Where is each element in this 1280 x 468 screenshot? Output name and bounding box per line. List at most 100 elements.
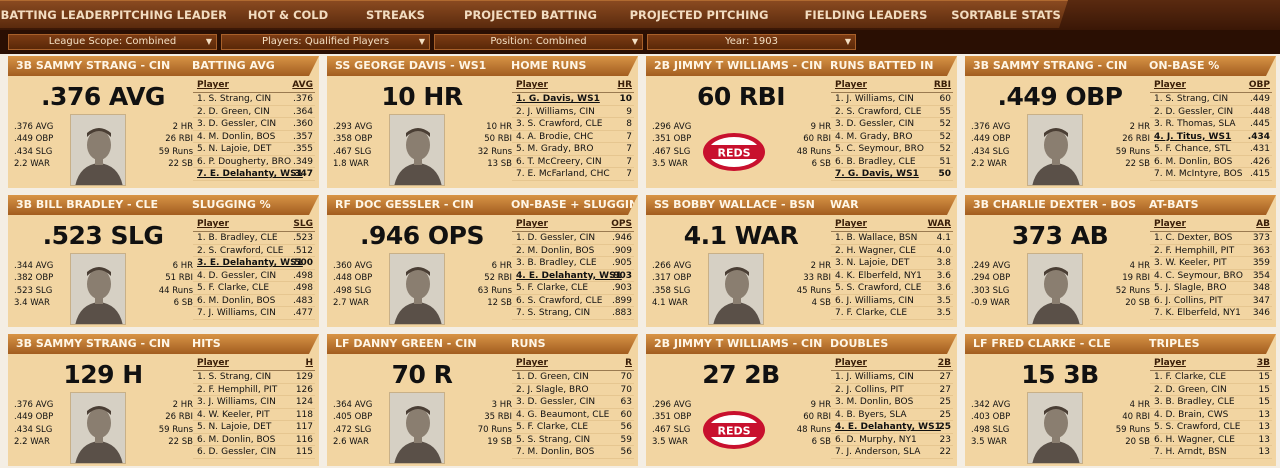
stat-column-header[interactable]: WAR — [927, 219, 951, 229]
table-row[interactable]: 2. D. Gessler, CIN .448 — [1150, 106, 1272, 118]
table-row[interactable]: 2. J. Williams, CIN 9 — [512, 106, 634, 118]
table-row[interactable]: 5. N. Lajoie, DET 117 — [193, 421, 315, 434]
stat-column-header[interactable]: H — [305, 358, 313, 368]
leader-name[interactable]: 1. D. Gessler, CIN — [516, 233, 596, 243]
table-row[interactable]: 3. M. Donlin, BOS 25 — [831, 396, 953, 409]
leader-name[interactable]: 5. S. Crawford, CLE — [835, 283, 922, 293]
player-column-header[interactable]: Player — [516, 358, 548, 368]
table-row[interactable]: 2. F. Hemphill, PIT 126 — [193, 384, 315, 396]
stat-column-header[interactable]: SLG — [293, 219, 313, 229]
leader-name[interactable]: 7. M. Donlin, BOS — [516, 447, 595, 457]
tab-projected-batting[interactable]: PROJECTED BATTING — [441, 0, 620, 28]
stat-column-header[interactable]: AVG — [292, 80, 313, 90]
table-row[interactable]: 1. S. Strang, CIN .449 — [1150, 93, 1272, 106]
player-column-header[interactable]: Player — [1154, 80, 1186, 90]
leader-player-name[interactable]: 3B BILL BRADLEY - CLE — [16, 198, 159, 211]
leader-name[interactable]: 6. J. Williams, CIN — [835, 295, 914, 306]
leader-name[interactable]: 1. C. Dexter, BOS — [1154, 233, 1233, 243]
table-row[interactable]: 6. M. Donlin, BOS .426 — [1150, 156, 1272, 168]
leader-name[interactable]: 4. D. Brain, CWS — [1154, 409, 1229, 420]
stat-column-header[interactable]: R — [625, 358, 632, 368]
table-row[interactable]: 3. B. Bradley, CLE .905 — [512, 257, 634, 270]
leader-name[interactable]: 7. H. Arndt, BSN — [1154, 447, 1227, 457]
table-row[interactable]: 5. F. Chance, STL .431 — [1150, 143, 1272, 156]
table-row[interactable]: 7. J. Williams, CIN .477 — [193, 307, 315, 320]
leader-name[interactable]: 2. S. Crawford, CLE — [835, 106, 922, 117]
table-row[interactable]: 3. R. Thomas, SLA .445 — [1150, 118, 1272, 131]
stat-column-header[interactable]: OPS — [611, 219, 632, 229]
table-row[interactable]: 4. J. Titus, WS1 .434 — [1150, 131, 1272, 143]
table-row[interactable]: 5. C. Seymour, BRO 52 — [831, 143, 953, 156]
leader-name[interactable]: 4. G. Beaumont, CLE — [516, 409, 610, 420]
table-row[interactable]: 4. E. Delahanty, WS1 25 — [831, 421, 953, 434]
table-row[interactable]: 6. S. Crawford, CLE .899 — [512, 295, 634, 307]
table-row[interactable]: 4. E. Delahanty, WS1.903 — [512, 270, 634, 282]
leader-name[interactable]: 1. S. Strang, CIN — [197, 94, 272, 104]
leader-name[interactable]: 3. B. Bradley, CLE — [1154, 397, 1235, 407]
table-row[interactable]: 1. B. Bradley, CLE .523 — [193, 232, 315, 245]
leader-player-name[interactable]: 2B JIMMY T WILLIAMS - CIN — [654, 337, 823, 350]
table-row[interactable]: 5. F. Clarke, CLE .903 — [512, 282, 634, 295]
leader-name[interactable]: 7. M. McIntyre, BOS — [1154, 169, 1243, 179]
table-row[interactable]: 6. P. Dougherty, BRO .349 — [193, 156, 315, 168]
leader-name[interactable]: 3. S. Crawford, CLE — [516, 119, 603, 129]
table-row[interactable]: 4. K. Elberfeld, NY1 3.6 — [831, 270, 953, 282]
leader-name[interactable]: 5. F. Clarke, CLE — [197, 283, 270, 293]
tab-fielding-leaders[interactable]: FIELDING LEADERS — [778, 0, 954, 28]
leader-name[interactable]: 1. B. Bradley, CLE — [197, 233, 278, 243]
leader-name[interactable]: 5. C. Seymour, BRO — [835, 144, 924, 154]
stat-column-header[interactable]: OBP — [1248, 80, 1270, 90]
player-column-header[interactable]: Player — [835, 358, 867, 368]
leader-name[interactable]: 5. M. Grady, BRO — [516, 144, 594, 154]
tab-projected-pitching[interactable]: PROJECTED PITCHING — [610, 0, 788, 28]
table-row[interactable]: 1. B. Wallace, BSN 4.1 — [831, 232, 953, 245]
leader-name[interactable]: 2. D. Green, CIN — [1154, 384, 1227, 395]
leader-name[interactable]: 6. D. Gessler, CIN — [197, 447, 277, 457]
table-row[interactable]: 7. K. Elberfeld, NY1 346 — [1150, 307, 1272, 320]
leader-name[interactable]: 4. A. Brodie, CHC — [516, 131, 594, 142]
table-row[interactable]: 3. E. Delahanty, WS1.500 — [193, 257, 315, 270]
leader-player-name[interactable]: LF DANNY GREEN - CIN — [335, 337, 477, 350]
leader-name[interactable]: 3. W. Keeler, PIT — [1154, 258, 1227, 268]
leader-name[interactable]: 1. S. Strang, CIN — [197, 372, 272, 382]
table-row[interactable]: 6. H. Wagner, CLE 13 — [1150, 434, 1272, 446]
table-row[interactable]: 7. M. Donlin, BOS 56 — [512, 446, 634, 459]
table-row[interactable]: 2. D. Green, CIN .364 — [193, 106, 315, 118]
leader-name[interactable]: 1. D. Green, CIN — [516, 372, 589, 382]
leader-name[interactable]: 1. S. Strang, CIN — [1154, 94, 1229, 104]
leader-name[interactable]: 7. S. Strang, CIN — [516, 308, 591, 318]
position-dropdown[interactable]: Position: Combined ▼ — [434, 34, 643, 50]
leader-name[interactable]: 7. K. Elberfeld, NY1 — [1154, 308, 1241, 318]
table-row[interactable]: 1. F. Clarke, CLE 15 — [1150, 371, 1272, 384]
leader-name[interactable]: 3. N. Lajoie, DET — [835, 258, 910, 268]
table-row[interactable]: 4. A. Brodie, CHC 7 — [512, 131, 634, 143]
table-row[interactable]: 2. J. Collins, PIT 27 — [831, 384, 953, 396]
leader-name[interactable]: 5. N. Lajoie, DET — [197, 422, 272, 432]
table-row[interactable]: 6. T. McCreery, CIN 7 — [512, 156, 634, 168]
leader-player-name[interactable]: 3B SAMMY STRANG - CIN — [973, 59, 1128, 72]
leader-name[interactable]: 7. G. Davis, WS1 — [835, 169, 919, 179]
leader-name[interactable]: 5. F. Chance, STL — [1154, 144, 1231, 154]
leader-name[interactable]: 6. M. Donlin, BOS — [1154, 156, 1233, 167]
leader-name[interactable]: 5. F. Clarke, CLE — [516, 283, 589, 293]
table-row[interactable]: 2. J. Slagle, BRO 70 — [512, 384, 634, 396]
table-row[interactable]: 4. W. Keeler, PIT 118 — [193, 409, 315, 421]
table-row[interactable]: 3. B. Bradley, CLE 15 — [1150, 396, 1272, 409]
table-row[interactable]: 7. H. Arndt, BSN 13 — [1150, 446, 1272, 459]
player-column-header[interactable]: Player — [516, 219, 548, 229]
leader-player-name[interactable]: 3B SAMMY STRANG - CIN — [16, 59, 171, 72]
leader-name[interactable]: 1. J. Williams, CIN — [835, 94, 914, 104]
player-column-header[interactable]: Player — [835, 80, 867, 90]
player-column-header[interactable]: Player — [197, 219, 229, 229]
leader-name[interactable]: 3. B. Bradley, CLE — [516, 258, 597, 268]
leader-player-name[interactable]: SS GEORGE DAVIS - WS1 — [335, 59, 487, 72]
table-row[interactable]: 3. D. Gessler, CIN .360 — [193, 118, 315, 131]
table-row[interactable]: 5. F. Clarke, CLE .498 — [193, 282, 315, 295]
stat-column-header[interactable]: AB — [1256, 219, 1270, 229]
leader-name[interactable]: 4. W. Keeler, PIT — [197, 409, 270, 420]
table-row[interactable]: 6. M. Donlin, BOS .483 — [193, 295, 315, 307]
player-column-header[interactable]: Player — [197, 358, 229, 368]
table-row[interactable]: 2. F. Hemphill, PIT 363 — [1150, 245, 1272, 257]
table-row[interactable]: 1. J. Williams, CIN 27 — [831, 371, 953, 384]
leader-name[interactable]: 7. F. Clarke, CLE — [835, 308, 908, 318]
